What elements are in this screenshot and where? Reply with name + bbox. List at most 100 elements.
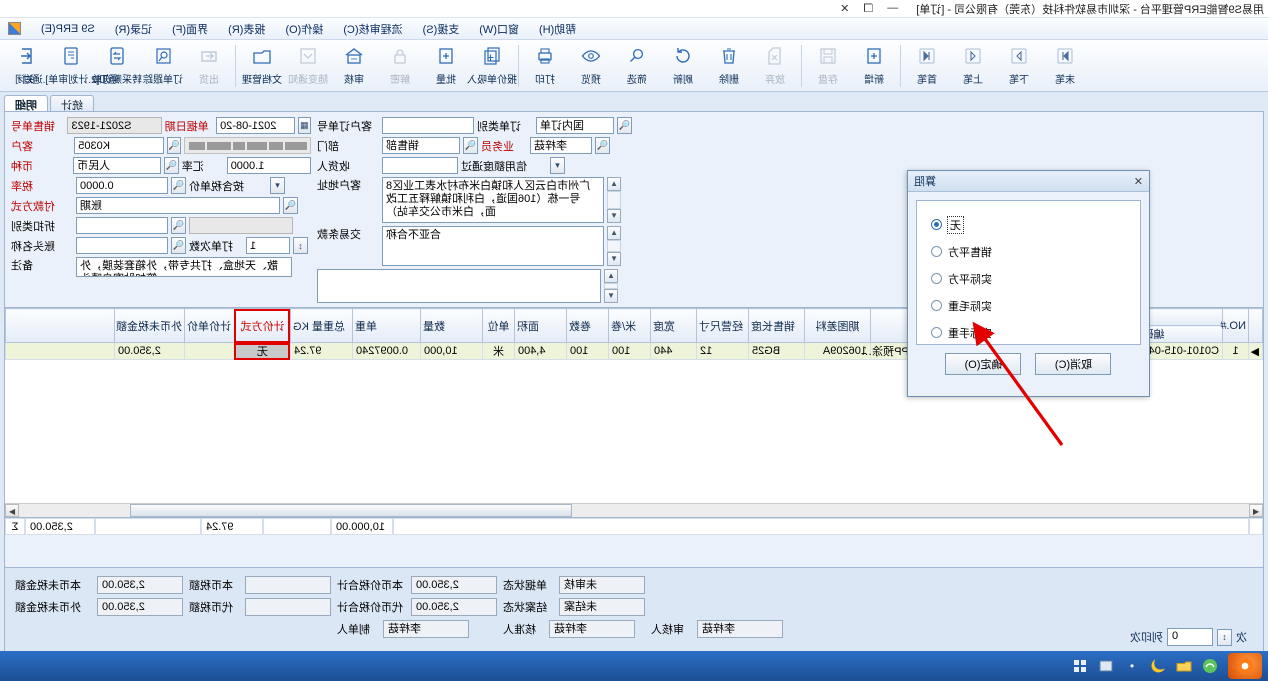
input-receiver[interactable] xyxy=(382,157,458,174)
cell-sale-len[interactable]: BG25 xyxy=(748,342,805,360)
toolbar-button-new[interactable]: 新增 xyxy=(851,43,897,91)
cell-size[interactable]: 12 xyxy=(696,342,749,360)
radio-option-none[interactable]: 无 xyxy=(931,211,1126,238)
tab-detail[interactable]: 明细 xyxy=(4,95,48,112)
row-selector[interactable]: ▶ xyxy=(1248,342,1263,360)
dialog-ok-button[interactable]: 确定(O) xyxy=(945,353,1022,375)
print-times-spinner[interactable]: ↕ xyxy=(1217,628,1232,646)
menu-item-help[interactable]: 帮助(H) xyxy=(538,23,577,36)
dialog-close-icon[interactable]: ✕ xyxy=(1133,175,1143,188)
cell-no[interactable]: 1 xyxy=(1222,342,1249,360)
toolbar-button-decrypt[interactable]: 解密 xyxy=(377,43,423,91)
toolbar-button-preview[interactable]: 预览 xyxy=(568,43,614,91)
grid-col-drawing[interactable]: 期图差料 xyxy=(804,308,871,343)
input-remark[interactable]: 散、天地盒、打共专带，外箱套装膜，外箱加贴客户唛头。 xyxy=(76,257,292,277)
cell-unit-weight[interactable]: 0.0097240 xyxy=(352,342,421,360)
input-print-count[interactable]: 1 xyxy=(246,237,290,254)
input-cust-order-no[interactable] xyxy=(382,117,474,134)
input-terms[interactable]: 合亚不合称 xyxy=(382,226,604,266)
toolbar-button-save[interactable]: 存盘 xyxy=(805,43,851,91)
toolbar-button-discard[interactable]: 放弃 xyxy=(752,43,798,91)
grid-col-no[interactable]: NO.# xyxy=(1220,308,1249,343)
input-extra-note[interactable] xyxy=(317,269,601,303)
input-discount-type[interactable] xyxy=(76,217,168,234)
cell-unit[interactable]: 米 xyxy=(482,342,515,360)
input-sales[interactable]: 李梓菇 xyxy=(530,137,592,154)
start-orb-icon[interactable] xyxy=(1228,653,1262,679)
radio-option-actual-area[interactable]: 实际平方 xyxy=(931,265,1126,292)
window-controls[interactable]: ✕ ❐ — xyxy=(840,2,916,15)
toolbar-button-next-record[interactable]: 下笔 xyxy=(996,43,1042,91)
toolbar-button-shipment[interactable]: 出货 xyxy=(186,43,232,91)
grid-col-width[interactable]: 宽度 xyxy=(650,308,697,343)
input-customer-name[interactable] xyxy=(184,137,311,154)
toolbar-button-delete[interactable]: 删除 xyxy=(706,43,752,91)
maximize-icon[interactable]: ❐ xyxy=(863,3,874,15)
grid-col-qty[interactable]: 数量 xyxy=(420,308,483,343)
folder-icon[interactable] xyxy=(1176,658,1192,674)
scroll-right-icon[interactable]: ▶ xyxy=(5,504,19,517)
input-print-times[interactable]: 0 xyxy=(1167,628,1213,646)
menu-item-workflow[interactable]: 流程审核(C) xyxy=(343,23,403,36)
radio-option-sale-area[interactable]: 销售平方 xyxy=(931,238,1126,265)
toolbar-button-notify-pass[interactable]: 通知[2.计划审单].通过 xyxy=(23,43,119,91)
toolbar-button-batch[interactable]: 批量 xyxy=(423,43,469,91)
grid-col-m-per-roll[interactable]: 米/卷 xyxy=(608,308,651,343)
menu-item-support[interactable]: 支援(S) xyxy=(422,23,460,36)
input-rate[interactable]: 1.0000 xyxy=(226,157,312,174)
grid-col-price-unit[interactable]: 计价单价 xyxy=(184,308,235,343)
cell-rolls[interactable]: 100 xyxy=(566,342,609,360)
cell-total-weight[interactable]: 97.24 xyxy=(290,342,353,360)
address-scrollbar[interactable]: ▲ ▼ xyxy=(607,177,621,223)
tab-statistics[interactable]: 统计 xyxy=(50,95,94,112)
grid-icon[interactable] xyxy=(1072,658,1088,674)
grid-col-unit[interactable]: 单位 xyxy=(482,308,515,343)
scroll-left-icon[interactable]: ◀ xyxy=(1249,504,1263,517)
input-order-date[interactable]: 2021-08-20 xyxy=(216,117,295,134)
discount-lookup-icon[interactable]: 🔍 xyxy=(171,217,186,234)
app-icon[interactable] xyxy=(1098,658,1114,674)
pay-method-lookup-icon[interactable]: 🔍 xyxy=(283,197,298,214)
toolbar-button-close[interactable]: 关闭 xyxy=(2,43,48,91)
tax-included-checkbox[interactable]: ▾ xyxy=(270,177,285,194)
toolbar-button-order-track[interactable]: 订单跟踪 xyxy=(140,43,186,91)
input-address[interactable]: 广州市白云区人和镇白米布村水表工业区8号一栋（106国道，白利和镇解释五工改面，… xyxy=(382,177,604,223)
radio-option-actual-gross[interactable]: 实际毛重 xyxy=(931,292,1126,319)
toolbar-button-prev-record[interactable]: 上笔 xyxy=(950,43,996,91)
grid-col-price-mode[interactable]: 计价方式 xyxy=(234,308,291,343)
scroll-up-icon[interactable]: ▲ xyxy=(607,177,621,191)
grid-col-total-weight[interactable]: 总重量 KG xyxy=(290,308,353,343)
toolbar-button-import-quote[interactable]: 报价单吸入 xyxy=(467,43,517,91)
cell-m-per-roll[interactable]: 100 xyxy=(608,342,651,360)
toolbar-button-refresh[interactable]: 刷新 xyxy=(660,43,706,91)
toolbar-button-print[interactable]: 打印 xyxy=(522,43,568,91)
grid-col-sale-len[interactable]: 销售长度 xyxy=(748,308,805,343)
input-pay-method[interactable]: 账期 xyxy=(76,197,280,214)
scroll-down-icon[interactable]: ▼ xyxy=(607,252,621,266)
radio-icon[interactable] xyxy=(931,246,942,257)
order-type-lookup-icon[interactable]: 🔍 xyxy=(617,117,632,134)
cell-qty[interactable]: 10,000 xyxy=(420,342,483,360)
head-name-lookup-icon[interactable]: 🔍 xyxy=(171,237,186,254)
cell-price-unit[interactable] xyxy=(184,342,235,360)
minimize-icon[interactable]: — xyxy=(887,2,899,14)
scroll-track[interactable] xyxy=(19,504,1249,517)
cell-price-mode[interactable]: 无 xyxy=(234,342,291,360)
scroll-up-icon[interactable]: ▲ xyxy=(607,226,621,240)
dept-lookup-icon[interactable]: 🔍 xyxy=(463,137,478,154)
currency-lookup-icon[interactable]: 🔍 xyxy=(164,157,179,174)
toolbar-button-audit[interactable]: 审核 xyxy=(331,43,377,91)
menu-item-interface[interactable]: 界面(F) xyxy=(172,23,209,36)
grid-col-size[interactable]: 经营尺寸 xyxy=(696,308,749,343)
dialog-cancel-button[interactable]: 取消(C) xyxy=(1035,353,1112,375)
calendar-icon[interactable]: ▦ xyxy=(297,117,312,134)
cell-drawing[interactable]: 106209A xyxy=(804,342,871,360)
input-customer[interactable]: K0305 xyxy=(74,137,164,154)
toolbar-button-last-record[interactable]: 末笔 xyxy=(1042,43,1088,91)
close-icon[interactable]: ✕ xyxy=(840,3,850,15)
toolbar-button-docs[interactable]: 文档管理 xyxy=(239,43,285,91)
scroll-down-icon[interactable]: ▼ xyxy=(607,209,621,223)
input-currency[interactable]: 人民币 xyxy=(73,157,162,174)
scroll-up-icon[interactable]: ▲ xyxy=(604,269,618,283)
print-count-spinner[interactable]: ↕ xyxy=(293,237,308,254)
